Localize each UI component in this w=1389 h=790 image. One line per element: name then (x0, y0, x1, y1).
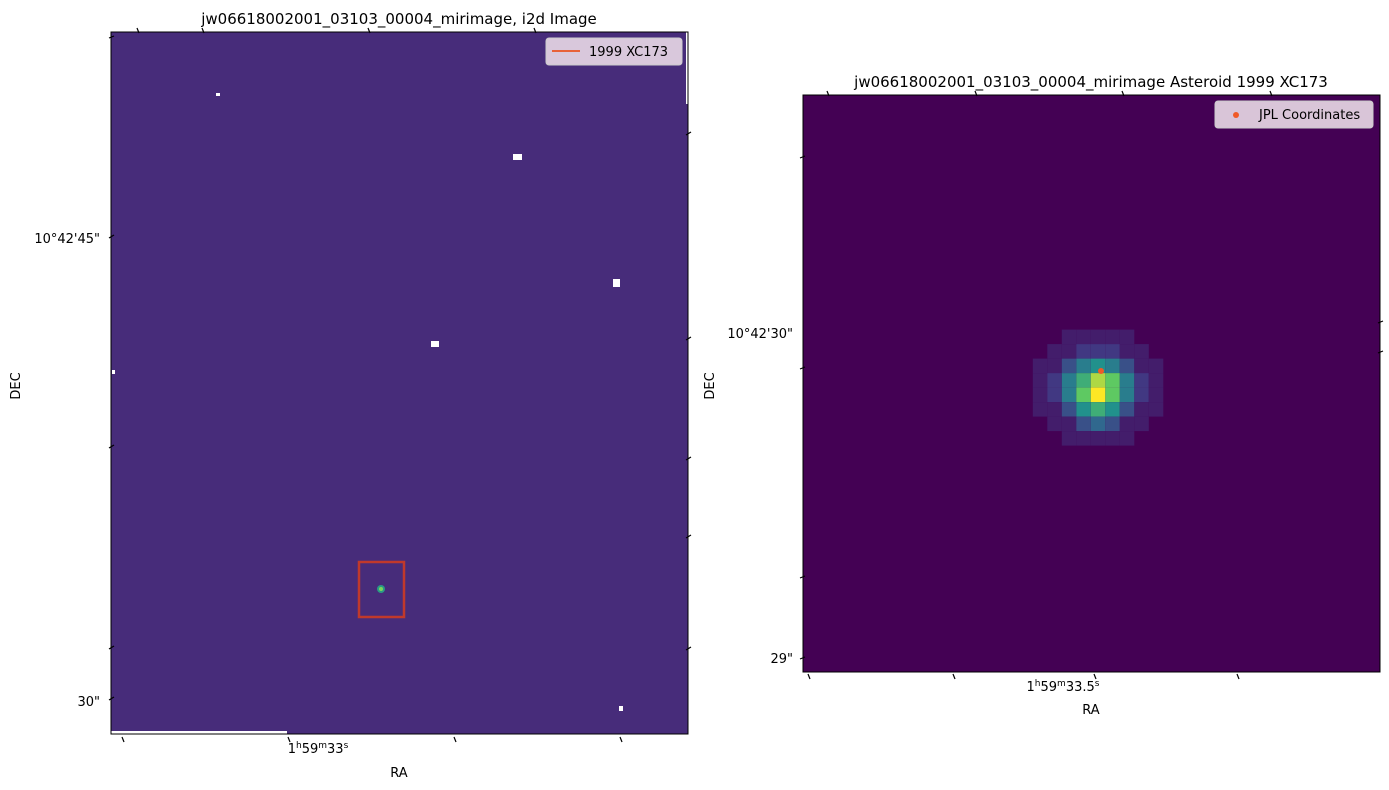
bad-pixel (216, 93, 220, 96)
pixel-cell (1032, 402, 1048, 417)
pixel-cell (1076, 344, 1091, 359)
pixel-cell (1119, 402, 1135, 417)
pixel-cell (1076, 358, 1091, 374)
pixel-cell (1119, 431, 1135, 446)
left-xtick-label: 1h59m33s (288, 741, 349, 757)
pixel-cell (1061, 358, 1077, 374)
pixel-cell (1105, 402, 1120, 417)
pixel-cell (1061, 431, 1077, 446)
right-legend-box (1214, 100, 1374, 129)
pixel-cell (1105, 387, 1120, 403)
jpl-coordinates-marker (1098, 368, 1104, 374)
pixel-cell (1134, 358, 1149, 374)
pixel-cell (1061, 387, 1077, 403)
left-legend-label: 1999 XC173 (589, 45, 668, 60)
asteroid-source-core (379, 587, 383, 591)
left-blank-edge-bottom-left (111, 731, 287, 734)
left-ylabel: DEC (9, 372, 24, 399)
pixel-cell (1119, 387, 1135, 403)
right-panel: jw06618002001_03103_00004_mirimage Aster… (703, 73, 1384, 718)
left-xlabel: RA (390, 766, 408, 781)
asteroid-pixel-grid (1032, 329, 1164, 446)
pixel-cell (1134, 344, 1149, 359)
left-legend: 1999 XC173 (545, 37, 683, 66)
bad-pixel (619, 706, 623, 711)
left-blank-edge-top-right (686, 32, 688, 104)
pixel-cell (1148, 373, 1164, 388)
pixel-cell (1061, 402, 1077, 417)
pixel-cell (1119, 358, 1135, 374)
pixel-cell (1076, 431, 1091, 446)
pixel-cell (1076, 387, 1091, 403)
pixel-cell (1076, 402, 1091, 417)
pixel-cell (1076, 373, 1091, 388)
pixel-cell (1047, 358, 1062, 374)
pixel-cell (1047, 373, 1062, 388)
pixel-cell (1090, 387, 1106, 403)
right-ylabel: DEC (703, 372, 718, 399)
right-xtick-label: 1h59m33.5s (1027, 679, 1100, 695)
pixel-cell (1090, 402, 1106, 417)
right-ytick-label-2: 29" (770, 652, 793, 667)
bad-pixel (613, 279, 620, 287)
pixel-cell (1105, 416, 1120, 432)
pixel-cell (1134, 387, 1149, 403)
left-legend-box (545, 37, 683, 66)
pixel-cell (1134, 373, 1149, 388)
left-image-background (111, 32, 688, 734)
pixel-cell (1134, 416, 1149, 432)
pixel-cell (1105, 358, 1120, 374)
pixel-cell (1061, 416, 1077, 432)
pixel-cell (1047, 402, 1062, 417)
right-legend: JPL Coordinates (1214, 100, 1374, 129)
asteroid-highlight-box (357, 560, 406, 619)
pixel-cell (1148, 402, 1164, 417)
pixel-cell (1105, 431, 1120, 446)
pixel-cell (1061, 329, 1077, 345)
pixel-cell (1047, 387, 1062, 403)
pixel-cell (1119, 373, 1135, 388)
pixel-cell (1032, 358, 1048, 374)
pixel-cell (1148, 387, 1164, 403)
pixel-cell (1119, 416, 1135, 432)
right-axes-frame (802, 94, 1381, 673)
pixel-cell (1148, 358, 1164, 374)
pixel-cell (1090, 416, 1106, 432)
pixel-cell (1032, 373, 1048, 388)
right-ytick-label-1: 10°42'30" (727, 327, 793, 342)
pixel-cell (1032, 387, 1048, 403)
left-tick-marks (108, 27, 692, 743)
pixel-cell (1105, 329, 1120, 345)
bad-pixel (431, 341, 439, 347)
pixel-cell (1061, 344, 1077, 359)
pixel-cell (1047, 344, 1062, 359)
right-xlabel: RA (1082, 703, 1100, 718)
pixel-cell (1061, 373, 1077, 388)
right-tick-marks (799, 90, 1384, 680)
right-title: jw06618002001_03103_00004_mirimage Aster… (853, 73, 1328, 92)
pixel-cell (1105, 373, 1120, 388)
pixel-cell (1119, 344, 1135, 359)
left-panel: jw06618002001_03103_00004_mirimage, i2d … (9, 10, 692, 781)
right-legend-dot-swatch (1233, 112, 1239, 118)
pixel-cell (1105, 344, 1120, 359)
left-axes-frame (110, 31, 689, 735)
pixel-cell (1090, 344, 1106, 359)
pixel-cell (1047, 416, 1062, 432)
pixel-cell (1119, 329, 1135, 345)
bad-pixel (112, 370, 115, 374)
right-legend-label: JPL Coordinates (1258, 108, 1360, 123)
pixel-cell (1090, 431, 1106, 446)
pixel-cell (1076, 416, 1091, 432)
bad-pixel (513, 154, 522, 160)
left-ytick-label-2: 30" (77, 695, 100, 710)
pixel-cell (1090, 373, 1106, 388)
pixel-cell (1134, 402, 1149, 417)
pixel-cell (1090, 329, 1106, 345)
left-title: jw06618002001_03103_00004_mirimage, i2d … (200, 10, 597, 29)
pixel-cell (1076, 329, 1091, 345)
left-ytick-label-1: 10°42'45" (34, 232, 100, 247)
